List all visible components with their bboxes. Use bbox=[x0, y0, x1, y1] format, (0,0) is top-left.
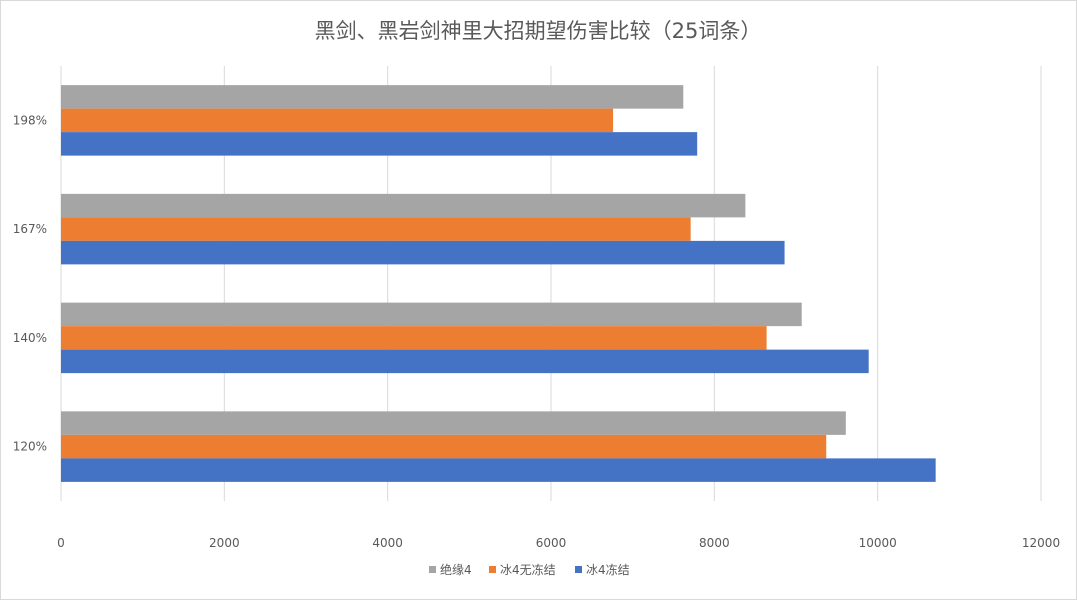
chart-title: 黑剑、黑岩剑神里大招期望伤害比较（25词条） bbox=[315, 19, 762, 43]
bar-1-2 bbox=[61, 326, 767, 350]
x-tick-label: 10000 bbox=[859, 536, 897, 550]
bar-2-3 bbox=[61, 458, 936, 482]
bar-2-1 bbox=[61, 240, 785, 265]
bar-1-0 bbox=[61, 108, 614, 133]
x-tick-label: 6000 bbox=[536, 536, 567, 550]
category-labels: 198% 167% 140% 120% bbox=[13, 113, 47, 453]
bar-0-3 bbox=[61, 411, 846, 435]
category-label: 198% bbox=[13, 113, 47, 127]
legend-swatch bbox=[489, 566, 496, 573]
bar-2-0 bbox=[61, 132, 698, 156]
legend-swatch bbox=[575, 566, 582, 573]
legend-label: 冰4冻结 bbox=[586, 562, 630, 577]
bar-0-1 bbox=[61, 193, 746, 218]
legend-label: 冰4无冻结 bbox=[500, 562, 556, 577]
bar-2-2 bbox=[61, 349, 869, 374]
bars bbox=[61, 85, 936, 482]
category-label: 140% bbox=[13, 331, 47, 345]
bar-0-0 bbox=[61, 85, 684, 109]
bar-1-3 bbox=[61, 434, 827, 459]
bar-1-1 bbox=[61, 217, 691, 241]
x-tick-label: 2000 bbox=[209, 536, 240, 550]
x-tick-label: 4000 bbox=[372, 536, 403, 550]
legend: 绝缘4 冰4无冻结 冰4冻结 bbox=[429, 562, 630, 577]
legend-swatch bbox=[429, 566, 436, 573]
x-axis-tick-labels: 0 2000 4000 6000 8000 10000 12000 bbox=[57, 536, 1060, 550]
x-tick-label: 0 bbox=[57, 536, 65, 550]
legend-label: 绝缘4 bbox=[440, 562, 472, 577]
bar-0-2 bbox=[61, 302, 802, 327]
x-tick-label: 8000 bbox=[699, 536, 730, 550]
category-label: 120% bbox=[13, 440, 47, 454]
x-tick-label: 12000 bbox=[1022, 536, 1060, 550]
category-label: 167% bbox=[13, 222, 47, 236]
